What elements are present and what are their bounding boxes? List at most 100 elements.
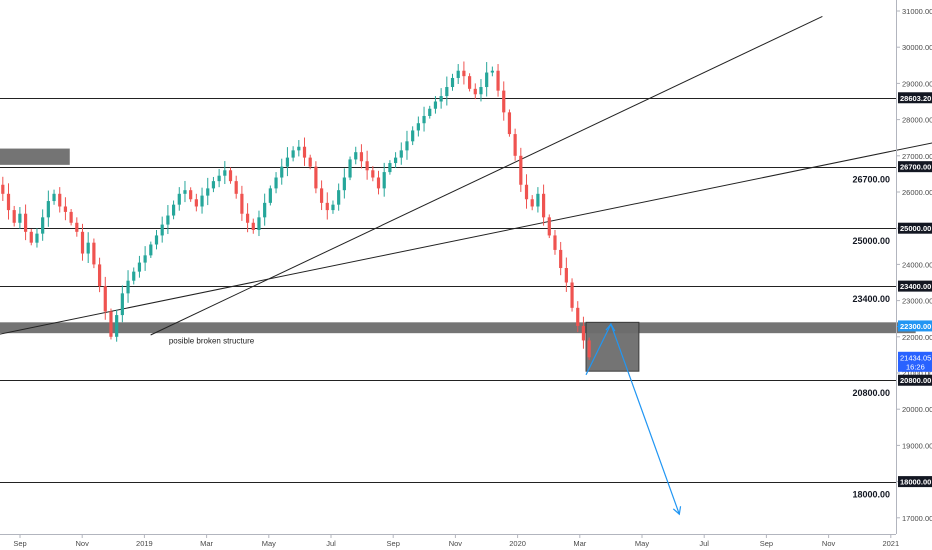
candle-58 [280, 166, 284, 178]
candle-37 [160, 224, 164, 236]
candle-50 [234, 181, 238, 194]
current-price-countdown: 16:26 [906, 362, 925, 371]
candle-41 [183, 190, 187, 194]
candle-109 [570, 282, 574, 308]
y-tick-label-12: 19000.00 [902, 441, 932, 450]
candle-99 [513, 134, 517, 156]
level-tag-0-bg [898, 92, 932, 104]
candle-78 [393, 157, 398, 164]
candle-51 [240, 193, 244, 214]
candle-24 [86, 242, 90, 254]
candle-59 [285, 157, 290, 167]
candle-43 [194, 199, 198, 207]
candle-105 [547, 217, 551, 236]
candle-106 [553, 235, 557, 250]
candle-65 [319, 188, 324, 203]
candle-10 [6, 193, 11, 211]
x-tick-label-10: May [635, 539, 649, 548]
plot-area [0, 0, 896, 534]
candle-29 [115, 315, 119, 337]
candle-87 [445, 87, 449, 97]
level-tag-1-label: 26700.00 [900, 163, 931, 172]
x-tick-label-1: Nov [76, 539, 90, 548]
y-tick-label-2: 29000.00 [902, 79, 932, 88]
candle-101 [524, 184, 529, 200]
candle-83 [422, 115, 426, 124]
zone-2 [585, 321, 640, 372]
x-tick-label-12: Sep [760, 539, 773, 548]
candle-110 [576, 307, 580, 326]
x-tick-label-13: Nov [822, 539, 836, 548]
x-tick-label-9: Mar [573, 539, 586, 548]
level-annotation-0: 26700.00 [852, 175, 890, 185]
candle-49 [228, 170, 233, 182]
x-tick-label-7: Nov [449, 539, 463, 548]
candle-23 [80, 231, 85, 254]
current-price-label: 21434.05 [900, 353, 931, 362]
candle-104 [541, 193, 546, 218]
candle-47 [217, 175, 221, 182]
candle-72 [359, 152, 364, 162]
level-tag-3-bg [898, 280, 932, 292]
candle-44 [200, 195, 204, 207]
candle-90 [462, 70, 466, 77]
candle-97 [502, 90, 506, 113]
candle-75 [376, 177, 381, 189]
level-tag-5-bg [898, 476, 932, 488]
candle-56 [268, 188, 272, 203]
level-tag-4-label: 20800.00 [900, 376, 931, 385]
candle-40 [177, 193, 181, 205]
candle-54 [257, 217, 261, 231]
candle-38 [166, 215, 170, 225]
candle-14 [29, 231, 33, 243]
level-annotation-3: 20800.00 [852, 388, 890, 398]
candle-9 [1, 184, 5, 194]
level-annotation-4: 18000.00 [852, 490, 890, 500]
trendline-1[interactable] [150, 15, 823, 336]
candle-33 [137, 262, 142, 272]
projection-peak-head [605, 323, 616, 332]
candle-73 [365, 161, 369, 171]
projection-arrowhead [672, 506, 682, 516]
x-tick-label-5: Jul [326, 539, 336, 548]
x-tick-label-0: Sep [13, 539, 26, 548]
candle-18 [52, 193, 56, 202]
candle-42 [189, 190, 193, 200]
candle-70 [348, 159, 352, 178]
x-tick-label-4: May [262, 539, 276, 548]
candle-15 [35, 233, 39, 243]
y-tick-label-3: 28000.00 [902, 116, 932, 125]
level-annotation-1: 25000.00 [852, 236, 890, 246]
zone-tag-label: 22300.00 [900, 322, 931, 331]
candle-111 [581, 325, 586, 341]
candle-61 [297, 146, 301, 151]
zone-1 [0, 322, 916, 334]
y-tick-label-14: 17000.00 [902, 514, 932, 523]
y-tick-label-7: 24000.00 [902, 260, 932, 269]
candle-96 [496, 70, 500, 91]
candle-107 [559, 249, 563, 269]
candle-74 [371, 170, 375, 178]
candle-34 [143, 255, 147, 263]
candle-52 [245, 213, 250, 223]
candle-94 [485, 72, 489, 88]
candle-13 [23, 213, 28, 232]
candle-20 [63, 206, 68, 212]
candle-39 [171, 204, 176, 216]
level-tag-3-label: 23400.00 [900, 282, 931, 291]
candle-64 [314, 166, 318, 189]
candle-60 [291, 150, 295, 158]
candle-103 [536, 193, 540, 207]
level-annotation-2: 23400.00 [852, 294, 890, 304]
y-tick-label-9: 22000.00 [902, 333, 932, 342]
level-tag-1-bg [898, 161, 932, 173]
candle-100 [519, 155, 523, 185]
candle-57 [274, 177, 278, 189]
candle-108 [564, 268, 568, 283]
level-tag-4-bg [898, 374, 932, 386]
x-tick-label-8: 2020 [509, 539, 526, 548]
candle-102 [530, 199, 534, 207]
candle-84 [428, 108, 432, 116]
x-tick-label-2: 2019 [136, 539, 153, 548]
